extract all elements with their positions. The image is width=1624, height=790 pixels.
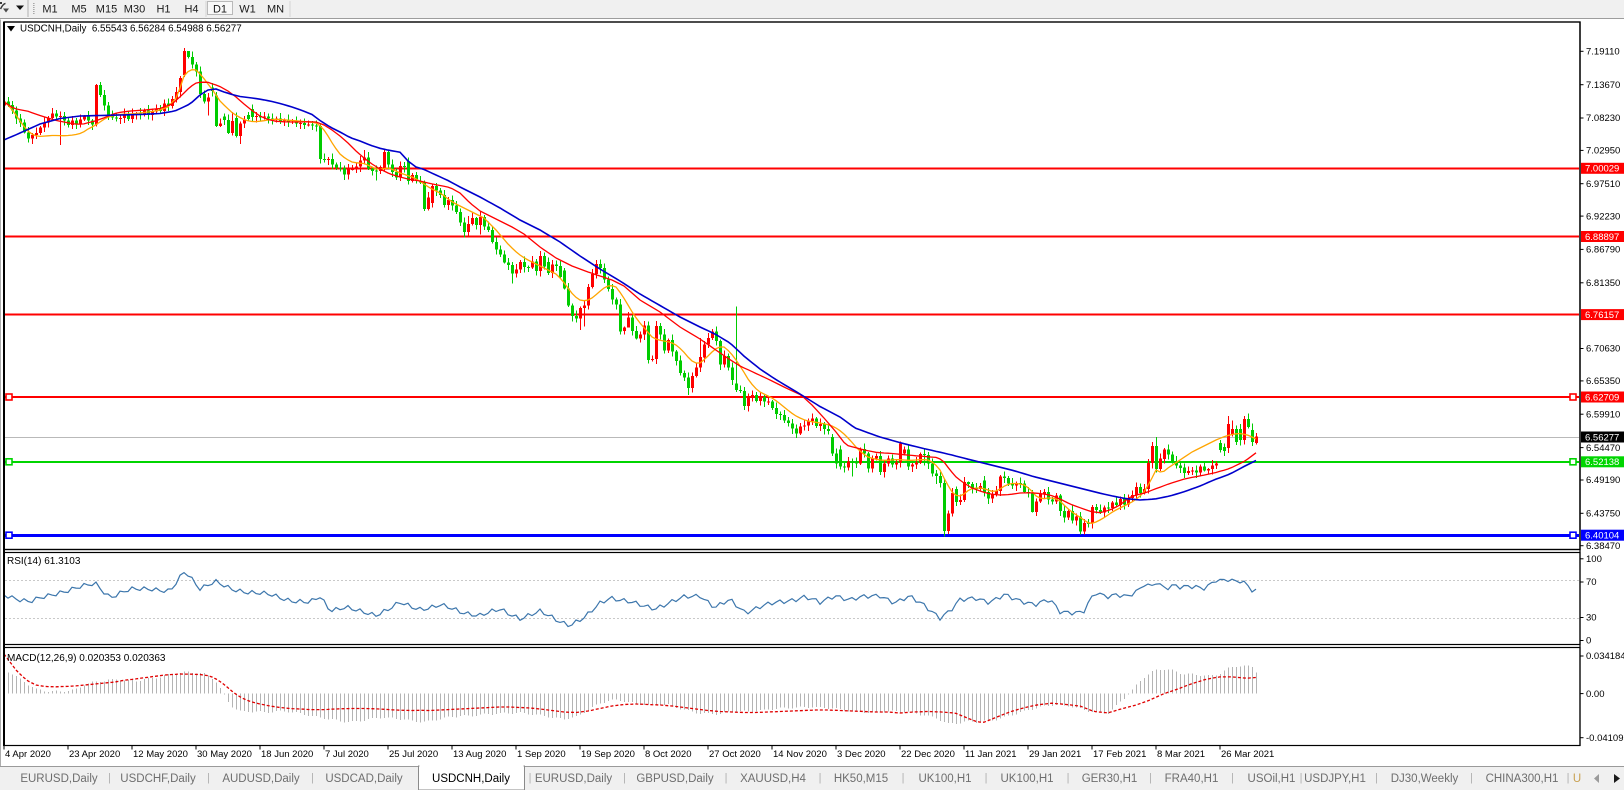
svg-text:H4: H4 — [184, 4, 198, 16]
svg-text:30 May 2020: 30 May 2020 — [197, 749, 252, 760]
svg-text:|: | — [1067, 772, 1070, 784]
svg-text:|: | — [311, 772, 314, 784]
svg-text:6.59910: 6.59910 — [1586, 409, 1620, 420]
svg-text:6.43750: 6.43750 — [1586, 509, 1620, 520]
svg-text:M5: M5 — [71, 4, 86, 16]
svg-text:|: | — [1375, 772, 1378, 784]
svg-text:|: | — [819, 772, 822, 784]
svg-text:7.02950: 7.02950 — [1586, 146, 1620, 157]
svg-text:USDCNH,Daily: USDCNH,Daily — [432, 773, 510, 785]
svg-text:11 Jan 2021: 11 Jan 2021 — [965, 749, 1017, 760]
svg-text:M1: M1 — [42, 4, 57, 16]
svg-text:19 Sep 2020: 19 Sep 2020 — [581, 749, 635, 760]
svg-text:6.56277: 6.56277 — [1585, 432, 1619, 443]
svg-text:13 Aug 2020: 13 Aug 2020 — [453, 749, 506, 760]
svg-text:7.13670: 7.13670 — [1586, 80, 1620, 91]
svg-text:6.88897: 6.88897 — [1585, 232, 1619, 243]
svg-text:UK100,H1: UK100,H1 — [918, 773, 971, 785]
svg-text:100: 100 — [1586, 554, 1602, 565]
svg-text:|: | — [902, 772, 905, 784]
svg-text:FRA40,H1: FRA40,H1 — [1165, 773, 1219, 785]
svg-text:GER30,H1: GER30,H1 — [1082, 773, 1138, 785]
svg-text:HK50,M15: HK50,M15 — [834, 773, 888, 785]
svg-text:6.97510: 6.97510 — [1586, 179, 1620, 190]
svg-text:M15: M15 — [96, 4, 117, 16]
svg-text:3 Dec 2020: 3 Dec 2020 — [837, 749, 886, 760]
svg-text:USDCAD,Daily: USDCAD,Daily — [325, 773, 403, 785]
svg-text:1 Sep 2020: 1 Sep 2020 — [517, 749, 566, 760]
svg-text:MACD(12,26,9) 0.020353 0.02036: MACD(12,26,9) 0.020353 0.020363 — [7, 653, 166, 664]
svg-text:8 Mar 2021: 8 Mar 2021 — [1157, 749, 1205, 760]
svg-text:H1: H1 — [156, 4, 170, 16]
svg-text:M30: M30 — [124, 4, 145, 16]
svg-text:6.81350: 6.81350 — [1586, 278, 1620, 289]
svg-text:AUDUSD,Daily: AUDUSD,Daily — [222, 773, 300, 785]
svg-text:6.76157: 6.76157 — [1585, 310, 1619, 321]
svg-text:|: | — [725, 772, 728, 784]
svg-text:CHINA300,H1: CHINA300,H1 — [1486, 773, 1559, 785]
svg-text:6.65350: 6.65350 — [1586, 376, 1620, 387]
svg-text:7.08230: 7.08230 — [1586, 113, 1620, 124]
svg-text:|: | — [985, 772, 988, 784]
svg-text:|: | — [1149, 772, 1152, 784]
svg-text:|: | — [207, 772, 210, 784]
svg-text:EURUSD,Daily: EURUSD,Daily — [20, 773, 98, 785]
svg-text:USOil,H1: USOil,H1 — [1248, 773, 1296, 785]
svg-text:EURUSD,Daily: EURUSD,Daily — [535, 773, 613, 785]
svg-text:U: U — [1573, 773, 1581, 785]
svg-text:UK100,H1: UK100,H1 — [1000, 773, 1053, 785]
svg-text:22 Dec 2020: 22 Dec 2020 — [901, 749, 955, 760]
svg-text:DJ30,Weekly: DJ30,Weekly — [1391, 773, 1459, 785]
svg-text:6.40104: 6.40104 — [1585, 531, 1619, 542]
svg-text:7 Jul 2020: 7 Jul 2020 — [325, 749, 369, 760]
svg-text:6.54470: 6.54470 — [1586, 443, 1620, 454]
svg-text:|: | — [1567, 772, 1570, 784]
svg-text:7.00029: 7.00029 — [1585, 164, 1619, 175]
svg-text:8 Oct 2020: 8 Oct 2020 — [645, 749, 691, 760]
svg-text:70: 70 — [1586, 577, 1597, 588]
svg-text:|: | — [623, 772, 626, 784]
svg-text:0.00: 0.00 — [1586, 689, 1605, 700]
svg-text:D1: D1 — [213, 4, 227, 16]
svg-text:USDJPY,H1: USDJPY,H1 — [1304, 773, 1366, 785]
svg-text:-0.041095: -0.041095 — [1586, 733, 1624, 744]
svg-text:USDCNH,Daily 6.55543 6.56284: USDCNH,Daily 6.55543 6.56284 6.54988 6.5… — [20, 24, 242, 35]
svg-text:25 Jul 2020: 25 Jul 2020 — [389, 749, 438, 760]
svg-text:29 Jan 2021: 29 Jan 2021 — [1029, 749, 1081, 760]
svg-text:0: 0 — [1586, 636, 1591, 647]
svg-text:7.19110: 7.19110 — [1586, 47, 1620, 58]
svg-text:6.49190: 6.49190 — [1586, 475, 1620, 486]
svg-text:12 May 2020: 12 May 2020 — [133, 749, 188, 760]
svg-text:27 Oct 2020: 27 Oct 2020 — [709, 749, 761, 760]
svg-text:GBPUSD,Daily: GBPUSD,Daily — [636, 773, 714, 785]
svg-text:|: | — [1300, 772, 1303, 784]
svg-text:|: | — [529, 772, 532, 784]
svg-text:XAUUSD,H4: XAUUSD,H4 — [740, 773, 806, 785]
svg-text:17 Feb 2021: 17 Feb 2021 — [1093, 749, 1146, 760]
svg-text:26 Mar 2021: 26 Mar 2021 — [1221, 749, 1274, 760]
svg-text:30: 30 — [1586, 613, 1597, 624]
svg-text:MN: MN — [267, 4, 284, 16]
svg-text:|: | — [108, 772, 111, 784]
svg-text:W1: W1 — [239, 4, 256, 16]
svg-text:23 Apr 2020: 23 Apr 2020 — [69, 749, 120, 760]
svg-text:USDCHF,Daily: USDCHF,Daily — [120, 773, 196, 785]
svg-text:6.38470: 6.38470 — [1586, 541, 1620, 552]
svg-text:|: | — [1470, 772, 1473, 784]
svg-text:0.034184: 0.034184 — [1586, 651, 1624, 662]
svg-text:18 Jun 2020: 18 Jun 2020 — [261, 749, 313, 760]
svg-text:|: | — [1231, 772, 1234, 784]
svg-text:6.52138: 6.52138 — [1585, 457, 1619, 468]
svg-text:RSI(14) 61.3103: RSI(14) 61.3103 — [7, 556, 81, 567]
svg-text:6.70630: 6.70630 — [1586, 344, 1620, 355]
svg-text:6.86790: 6.86790 — [1586, 245, 1620, 256]
svg-text:6.92230: 6.92230 — [1586, 211, 1620, 222]
svg-text:6.62709: 6.62709 — [1585, 392, 1619, 403]
svg-text:14 Nov 2020: 14 Nov 2020 — [773, 749, 827, 760]
svg-text:4 Apr 2020: 4 Apr 2020 — [5, 749, 51, 760]
